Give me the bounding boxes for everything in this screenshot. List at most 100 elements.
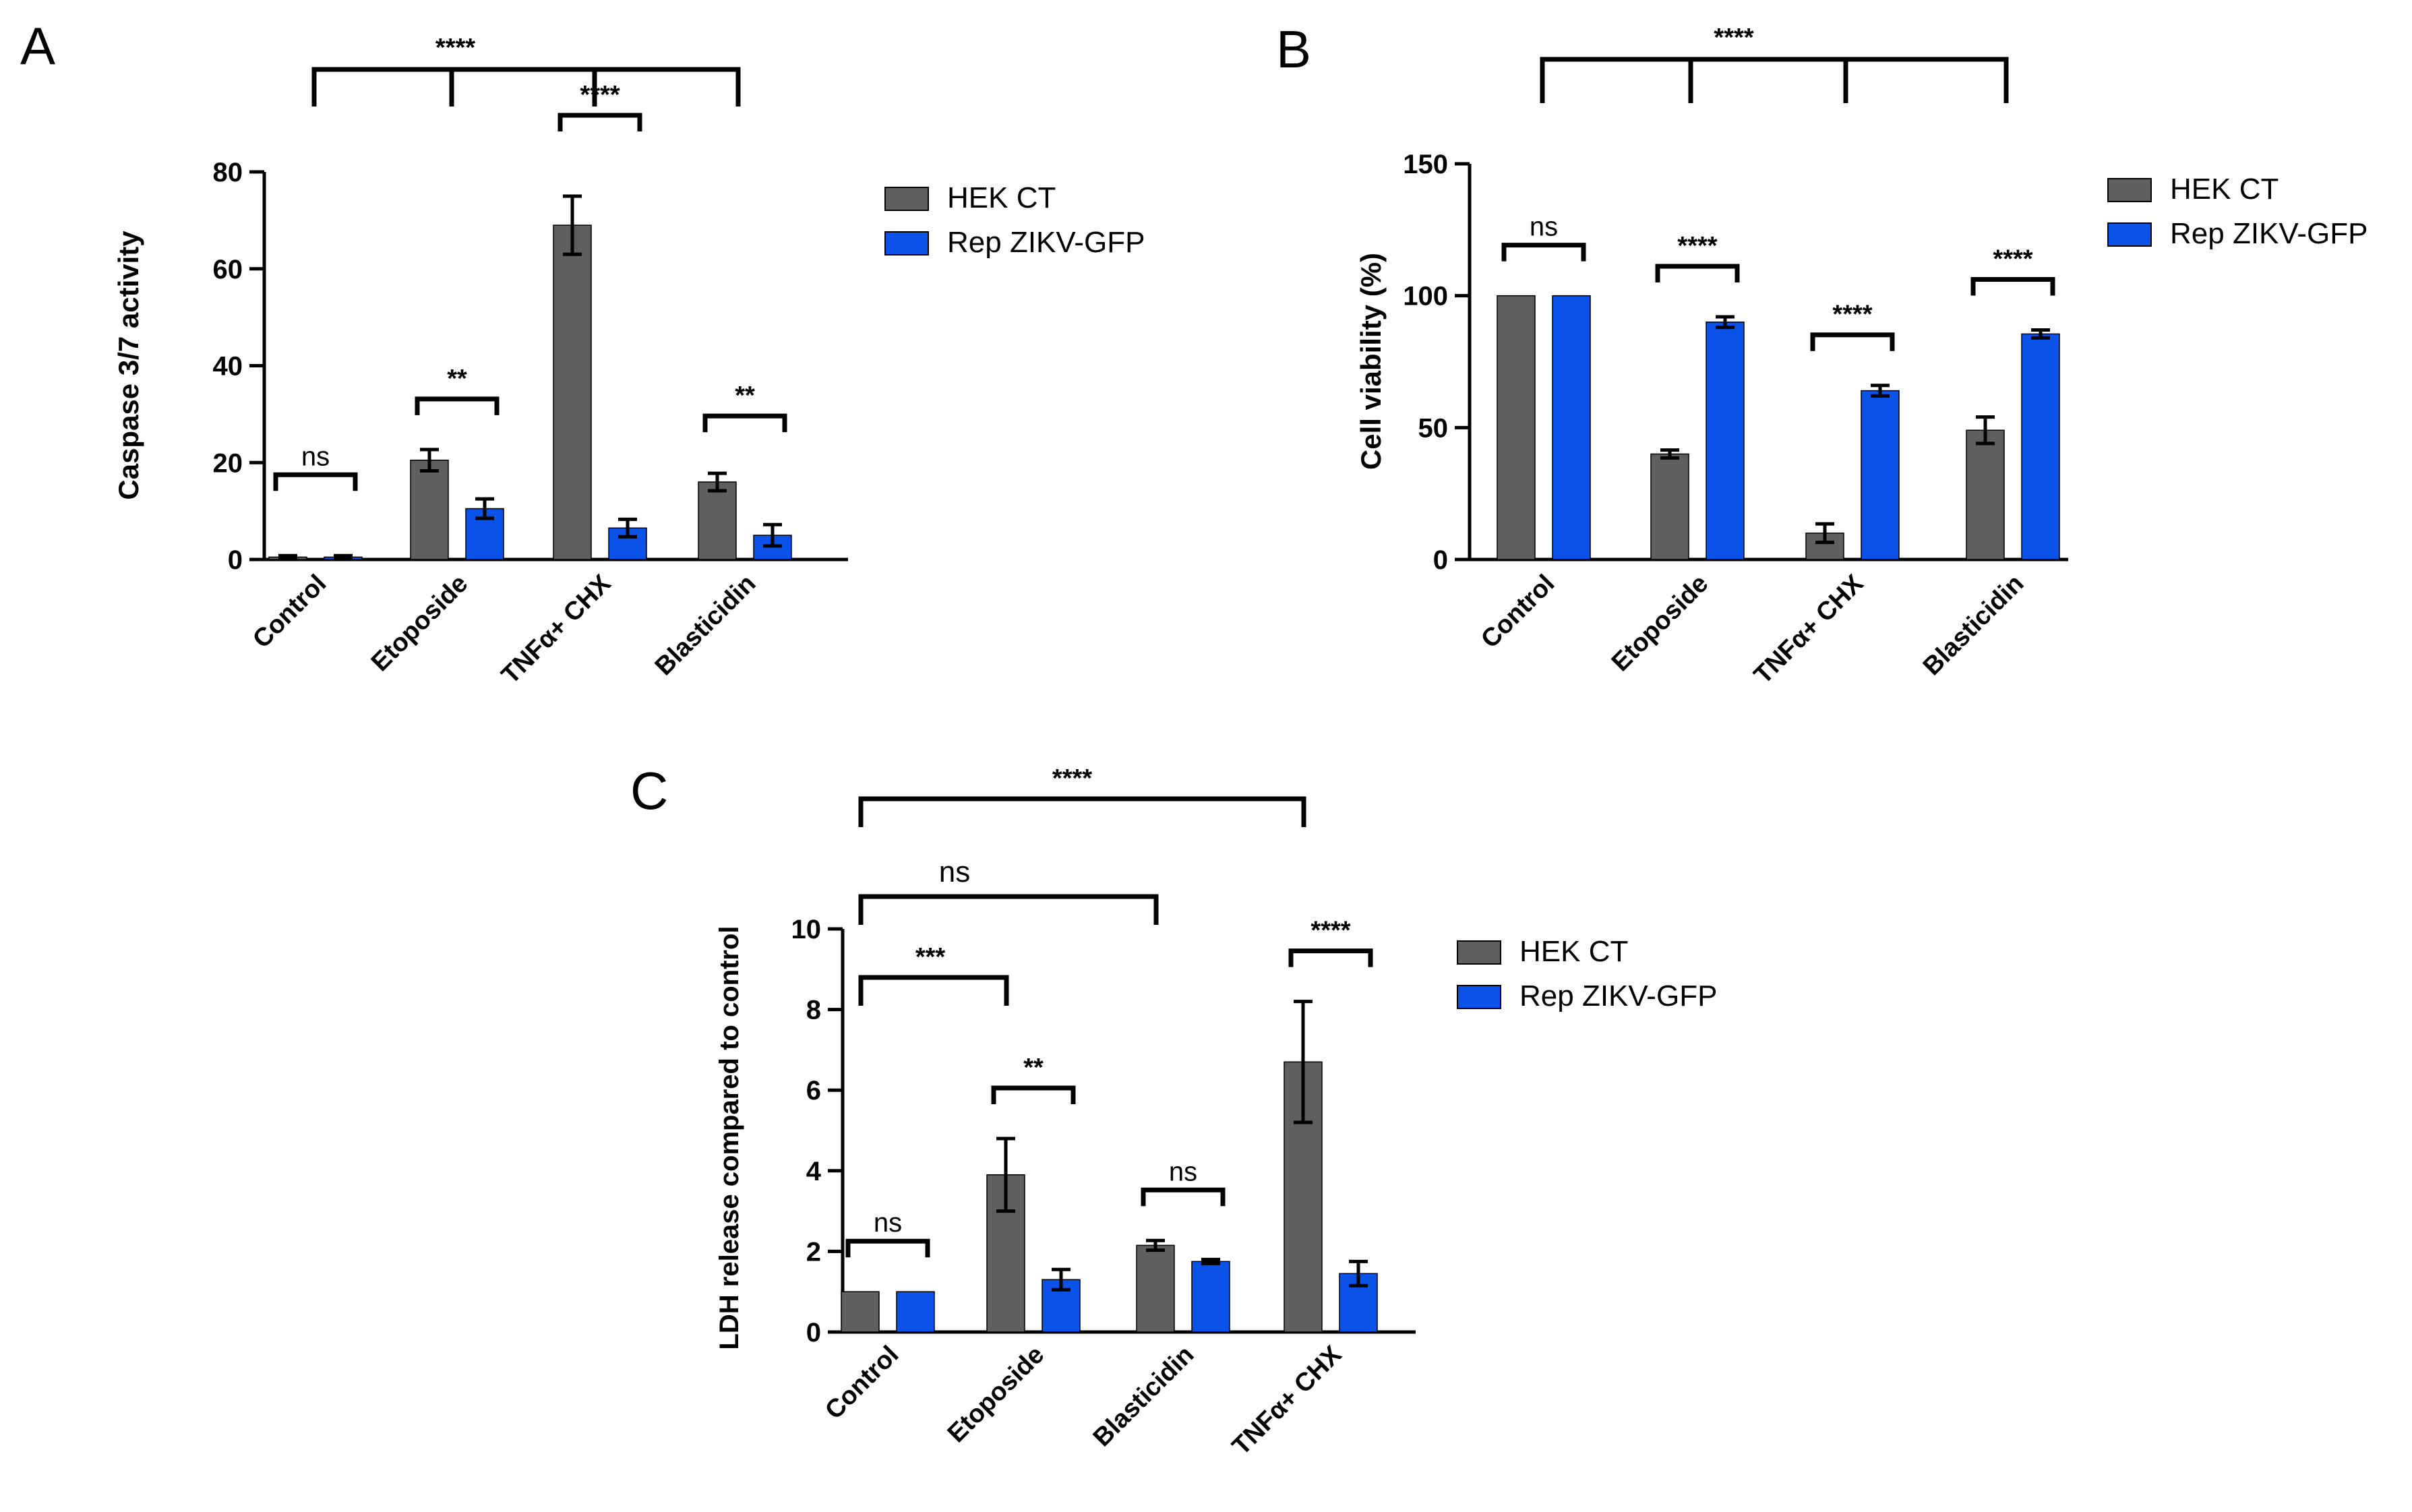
y-tick-label: 20 xyxy=(213,448,243,478)
significance-bracket xyxy=(991,1085,1076,1104)
legend-swatch-hek-ct xyxy=(884,187,929,211)
x-tick-label: TNFα+ CHX xyxy=(1227,1340,1348,1461)
significance-bracket xyxy=(557,113,642,131)
error-bar xyxy=(334,553,353,561)
x-tick-label: Blasticidin xyxy=(650,570,762,682)
significance-label: **** xyxy=(1993,245,2032,274)
x-tick-label: TNFα+ CHX xyxy=(496,569,617,690)
error-bar xyxy=(475,497,494,520)
legend: HEK CT Rep ZIKV-GFP xyxy=(2107,173,2368,250)
error-bar xyxy=(1052,1267,1071,1292)
y-tick-label: 0 xyxy=(806,1318,821,1348)
significance-bracket xyxy=(1655,264,1740,282)
legend-swatch-rep-zikv-gfp xyxy=(2107,222,2152,247)
panel-letter: B xyxy=(1276,20,1311,79)
y-tick-label: 50 xyxy=(1418,413,1449,443)
bar-hek-ct xyxy=(1136,1244,1175,1333)
bar-rep-zikv-gfp xyxy=(896,1291,935,1333)
significance-label: **** xyxy=(1310,917,1350,945)
error-bar xyxy=(708,471,727,493)
x-tick-label: Control xyxy=(820,1341,904,1425)
error-bar xyxy=(1976,415,1995,446)
x-tick-label: Etoposide xyxy=(942,1341,1050,1449)
error-bar xyxy=(420,448,439,473)
panel-b: B 0 50 100 150 Cell viability (%) Control ns Eto… xyxy=(1276,20,2368,690)
legend: HEK CT Rep ZIKV-GFP xyxy=(1457,935,1717,1012)
bar-rep-zikv-gfp xyxy=(2021,333,2060,560)
group-bracket xyxy=(311,67,741,107)
error-bar xyxy=(996,1137,1015,1213)
comparison-bracket xyxy=(858,975,1009,1006)
significance-bracket xyxy=(845,1238,930,1258)
comparison-label: ns xyxy=(939,855,970,888)
significance-label: **** xyxy=(580,81,620,109)
legend-label: Rep ZIKV-GFP xyxy=(2170,217,2368,250)
legend-swatch-hek-ct xyxy=(2107,178,2152,202)
x-tick-label: Control xyxy=(1476,570,1560,654)
bar-hek-ct xyxy=(1650,453,1689,560)
bar-hek-ct xyxy=(553,224,592,560)
significance-label: ns xyxy=(1169,1157,1197,1186)
bar-hek-ct xyxy=(1966,429,2005,560)
error-bar xyxy=(2031,328,2050,340)
y-tick-label: 150 xyxy=(1403,150,1448,179)
y-axis-title: Cell viability (%) xyxy=(1355,253,1387,470)
error-bar xyxy=(1660,448,1679,460)
y-axis-title: LDH release compared to control xyxy=(715,926,744,1350)
y-axis-title: Caspase 3/7 activity xyxy=(113,231,144,500)
error-bar xyxy=(1201,1257,1220,1265)
y-tick-label: 80 xyxy=(213,158,243,187)
significance-label: ** xyxy=(447,365,467,393)
panel-a: A 0 20 40 60 80 Caspase 3/7 activity Control ns E… xyxy=(20,16,1145,690)
legend-swatch-rep-zikv-gfp xyxy=(884,231,929,255)
comparison-label: **** xyxy=(1052,764,1092,793)
bar-hek-ct xyxy=(410,459,449,560)
y-tick-label: 100 xyxy=(1403,282,1448,311)
error-bar xyxy=(278,553,297,561)
panel-letter: A xyxy=(20,16,55,75)
y-tick-label: 0 xyxy=(1433,545,1448,575)
bar-rep-zikv-gfp xyxy=(1552,295,1591,560)
legend-swatch-hek-ct xyxy=(1457,940,1501,965)
error-bar xyxy=(763,522,782,548)
significance-label: ns xyxy=(874,1208,902,1238)
y-tick-label: 10 xyxy=(791,915,822,944)
significance-bracket xyxy=(1810,332,1895,351)
significance-bracket xyxy=(1970,277,2055,296)
y-tick-label: 2 xyxy=(806,1237,821,1267)
legend-label: HEK CT xyxy=(1519,935,1628,968)
error-bar xyxy=(563,194,582,256)
bar-hek-ct xyxy=(698,481,737,560)
bar-rep-zikv-gfp xyxy=(1191,1261,1230,1333)
y-tick-label: 60 xyxy=(213,255,243,284)
error-bar xyxy=(1294,1000,1313,1124)
legend: HEK CT Rep ZIKV-GFP xyxy=(884,181,1145,259)
group-significance-label: **** xyxy=(435,34,475,62)
group-bracket xyxy=(1540,57,2009,103)
x-tick-label: TNFα+ CHX xyxy=(1749,569,1869,690)
significance-bracket xyxy=(415,396,500,415)
significance-label: ns xyxy=(301,442,330,471)
significance-label: ns xyxy=(1530,212,1558,242)
panel-letter: C xyxy=(630,761,668,820)
legend-label: Rep ZIKV-GFP xyxy=(1519,979,1717,1012)
error-bar xyxy=(1146,1238,1165,1252)
x-tick-label: Etoposide xyxy=(366,570,474,677)
legend-label: HEK CT xyxy=(2170,173,2279,206)
error-bar xyxy=(1716,315,1735,330)
legend-label: Rep ZIKV-GFP xyxy=(947,226,1145,259)
comparison-bracket xyxy=(858,894,1159,925)
x-tick-label: Etoposide xyxy=(1606,570,1714,677)
significance-label: **** xyxy=(1677,232,1717,260)
significance-bracket xyxy=(1288,948,1373,967)
significance-label: ** xyxy=(735,382,755,410)
legend-label: HEK CT xyxy=(947,181,1056,214)
error-bar xyxy=(618,517,637,539)
group-significance-label: **** xyxy=(1714,24,1753,52)
x-tick-label: Blasticidin xyxy=(1088,1341,1200,1453)
x-tick-label: Control xyxy=(247,570,332,654)
bar-rep-zikv-gfp xyxy=(1861,390,1900,560)
error-bar xyxy=(1871,384,1890,398)
y-tick-label: 4 xyxy=(806,1157,822,1186)
